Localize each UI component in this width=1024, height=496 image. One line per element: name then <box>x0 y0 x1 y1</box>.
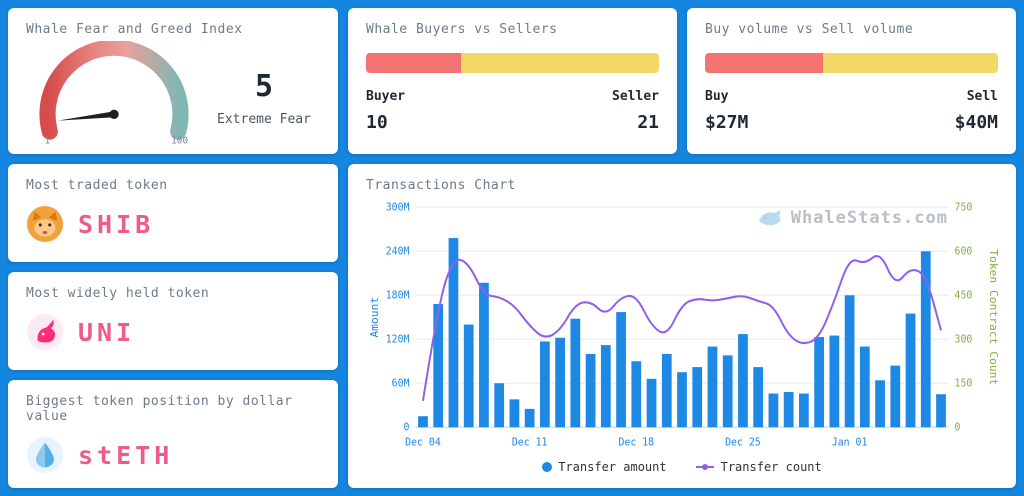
gauge-needle-icon <box>58 111 115 121</box>
volume-title: Buy volume vs Sell volume <box>705 22 914 37</box>
svg-text:120M: 120M <box>386 334 410 345</box>
svg-text:Dec 25: Dec 25 <box>725 438 761 449</box>
svg-text:Dec 11: Dec 11 <box>512 438 548 449</box>
buyers-sellers-labels: Buyer Seller <box>366 89 659 104</box>
buy-label: Buy <box>705 89 729 104</box>
most-held-row: UNI <box>26 313 320 351</box>
fear-greed-value: 5 <box>254 69 274 104</box>
sell-volume-value: $40M <box>954 112 998 133</box>
transfer-count-marker-icon <box>695 464 714 470</box>
transactions-chart-title: Transactions Chart <box>366 178 516 193</box>
left-column: Whale Fear and Greed Index <box>8 8 338 488</box>
svg-text:180M: 180M <box>386 290 410 301</box>
card-buy-vs-sell-volume: Buy volume vs Sell volume Buy Sell $27M … <box>687 8 1016 154</box>
sell-label: Sell <box>966 89 998 104</box>
legend-transfer-amount[interactable]: Transfer amount <box>542 460 667 474</box>
svg-text:240M: 240M <box>386 246 410 257</box>
svg-text:450: 450 <box>955 290 973 301</box>
fear-greed-sentiment-label: Extreme Fear <box>217 112 311 127</box>
card-buyers-vs-sellers: Whale Buyers vs Sellers Buyer Seller 10 … <box>348 8 677 154</box>
svg-text:0: 0 <box>955 422 961 433</box>
most-traded-title: Most traded token <box>26 178 168 193</box>
svg-text:Dec 18: Dec 18 <box>618 438 654 449</box>
svg-text:0: 0 <box>404 422 410 433</box>
most-held-title: Most widely held token <box>26 286 210 301</box>
buy-volume-value: $27M <box>705 112 749 133</box>
seller-label: Seller <box>612 89 659 104</box>
fear-greed-value-block: 5 Extreme Fear <box>208 69 320 127</box>
legend-transfer-count-label: Transfer count <box>720 460 822 474</box>
svg-text:Amount: Amount <box>368 297 381 338</box>
volume-labels: Buy Sell <box>705 89 998 104</box>
chart-legend: Transfer amount Transfer count <box>366 456 998 474</box>
seller-count: 21 <box>637 112 659 133</box>
fear-greed-title: Whale Fear and Greed Index <box>26 22 243 37</box>
gauge-min-label: 1 <box>45 135 51 145</box>
fear-greed-gauge: 1 100 <box>39 41 189 145</box>
volume-bar <box>705 53 998 73</box>
svg-text:Token Contract Count: Token Contract Count <box>987 249 998 385</box>
top-row: Whale Buyers vs Sellers Buyer Seller 10 … <box>348 8 1016 154</box>
svg-text:60M: 60M <box>392 378 410 389</box>
buyer-count: 10 <box>366 112 388 133</box>
gauge-pivot <box>109 109 119 119</box>
card-most-traded-token: Most traded token SHIB <box>8 164 338 262</box>
fear-greed-gauge-row: 1 100 5 Extreme Fear <box>26 41 320 145</box>
buyer-label: Buyer <box>366 89 406 104</box>
volume-values: $27M $40M <box>705 112 998 133</box>
svg-text:300: 300 <box>955 334 973 345</box>
svg-text:300M: 300M <box>386 202 410 213</box>
buyer-bar-segment <box>366 53 461 73</box>
transactions-chart-canvas: 0 0 60M 150 120M 300 180M 450 240M 600 300M 750 Dec … <box>366 197 998 456</box>
card-fear-greed-index: Whale Fear and Greed Index <box>8 8 338 154</box>
gauge-max-label: 100 <box>171 135 188 145</box>
uni-icon <box>26 313 64 351</box>
legend-transfer-amount-label: Transfer amount <box>558 460 667 474</box>
most-traded-token-name: SHIB <box>78 209 155 239</box>
legend-transfer-count[interactable]: Transfer count <box>695 460 822 474</box>
svg-text:600: 600 <box>955 246 973 257</box>
buyers-sellers-title: Whale Buyers vs Sellers <box>366 22 558 37</box>
transfer-amount-marker-icon <box>542 462 553 472</box>
sell-volume-segment <box>823 53 998 73</box>
most-held-token-name: UNI <box>78 317 136 347</box>
card-biggest-position: Biggest token position by dollar value s… <box>8 380 338 488</box>
buy-volume-segment <box>705 53 824 73</box>
card-transactions-chart: Transactions Chart WhaleStats.com 0 0 60M 1… <box>348 164 1016 488</box>
svg-text:Jan 01: Jan 01 <box>832 438 868 449</box>
svg-text:750: 750 <box>955 202 973 213</box>
biggest-position-title: Biggest token position by dollar value <box>26 394 293 424</box>
steth-icon <box>26 436 64 474</box>
buyers-sellers-bar <box>366 53 659 73</box>
biggest-position-row: stETH <box>26 436 320 474</box>
right-column: Whale Buyers vs Sellers Buyer Seller 10 … <box>348 8 1016 488</box>
svg-text:150: 150 <box>955 378 973 389</box>
card-most-held-token: Most widely held token UNI <box>8 272 338 370</box>
biggest-position-token-name: stETH <box>78 440 174 470</box>
seller-bar-segment <box>460 53 659 73</box>
gauge-arc <box>39 41 189 140</box>
shib-icon <box>26 205 64 243</box>
svg-text:Dec 04: Dec 04 <box>405 438 441 449</box>
buyers-sellers-values: 10 21 <box>366 112 659 133</box>
most-traded-row: SHIB <box>26 205 320 243</box>
